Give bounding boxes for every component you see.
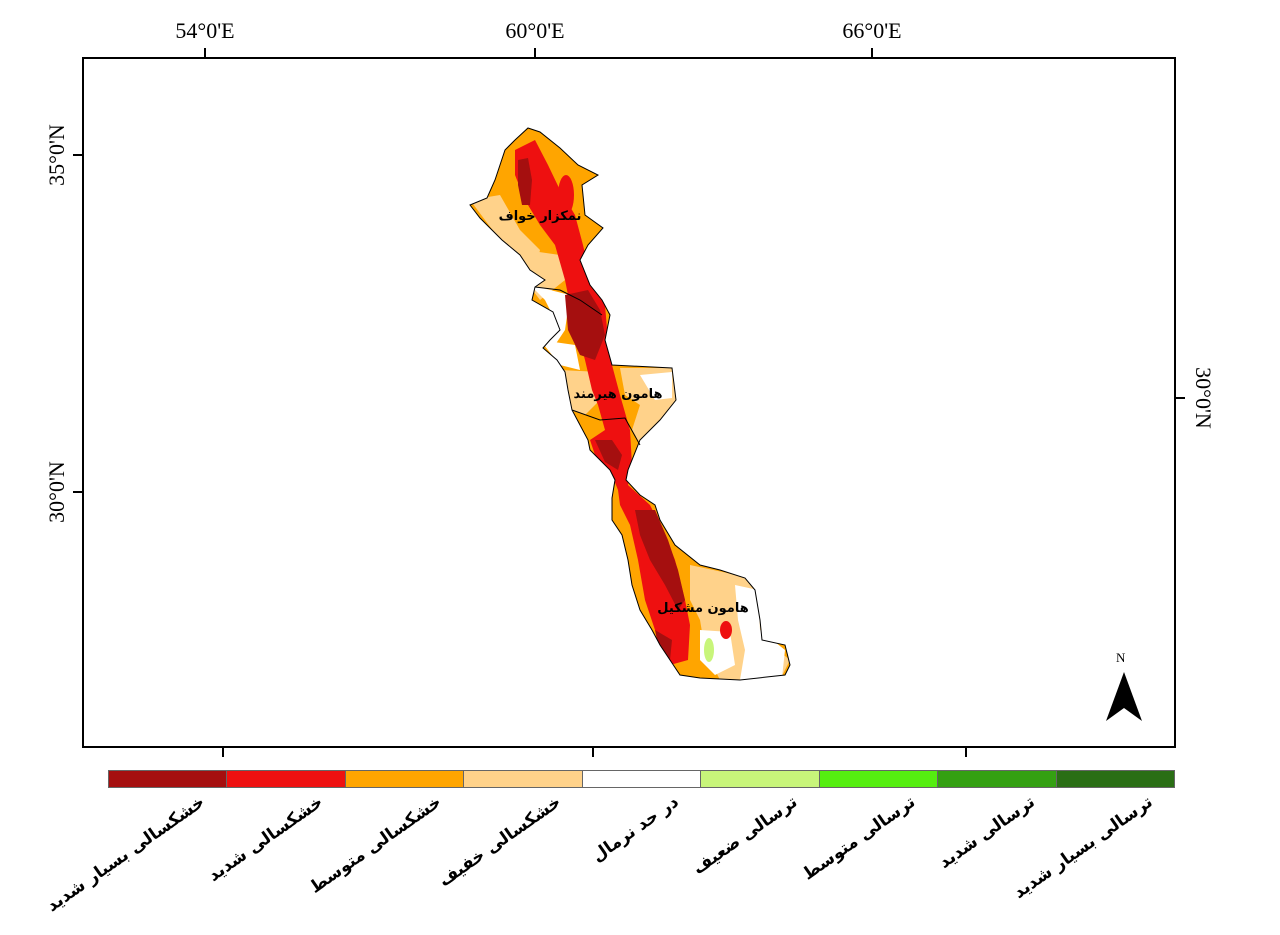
legend-color-bar bbox=[108, 770, 1175, 788]
place-label-hamoun-mashkel: هامون مشکیل bbox=[657, 601, 748, 616]
legend-swatch bbox=[701, 771, 820, 787]
place-label-nemakzar-khaf: نمکزار خواف bbox=[499, 209, 582, 224]
normal-patch bbox=[735, 585, 785, 680]
place-label-hamoun-helmand: هامون هیرمند bbox=[574, 387, 663, 402]
legend-swatch bbox=[345, 771, 465, 787]
lat-label-30n-left: 30°0'N bbox=[44, 461, 69, 523]
very-severe-drought-core bbox=[655, 630, 672, 660]
lat-label-35n: 35°0'N bbox=[44, 124, 69, 186]
legend-swatch bbox=[819, 771, 939, 787]
subbasin-border bbox=[534, 286, 603, 316]
north-arrow-label: N bbox=[1116, 650, 1126, 665]
lon-label-54e: 54°0'E bbox=[175, 18, 234, 43]
very-severe-drought-core bbox=[595, 440, 622, 470]
severe-drought-spot bbox=[558, 175, 574, 215]
legend-swatch bbox=[582, 771, 702, 787]
weak-wet-patch bbox=[704, 638, 714, 662]
normal-patch bbox=[640, 372, 672, 400]
very-severe-drought-core bbox=[565, 290, 605, 360]
normal-patch bbox=[540, 340, 580, 370]
lon-label-66e: 66°0'E bbox=[842, 18, 901, 43]
north-arrow-icon bbox=[1106, 672, 1142, 721]
very-severe-drought-core bbox=[635, 510, 685, 610]
graticule-ticks bbox=[73, 48, 1185, 757]
legend-swatch bbox=[938, 771, 1057, 787]
lat-label-30n-right: 30°0'N bbox=[1191, 367, 1216, 429]
subbasin-border bbox=[571, 409, 641, 446]
legend-swatch bbox=[1056, 771, 1174, 787]
legend-swatch bbox=[464, 771, 583, 787]
legend-swatch bbox=[109, 771, 228, 787]
lon-label-60e: 60°0'E bbox=[505, 18, 564, 43]
very-severe-drought-core bbox=[518, 158, 532, 205]
severe-drought-spot bbox=[720, 621, 732, 639]
legend-swatch bbox=[227, 771, 346, 787]
